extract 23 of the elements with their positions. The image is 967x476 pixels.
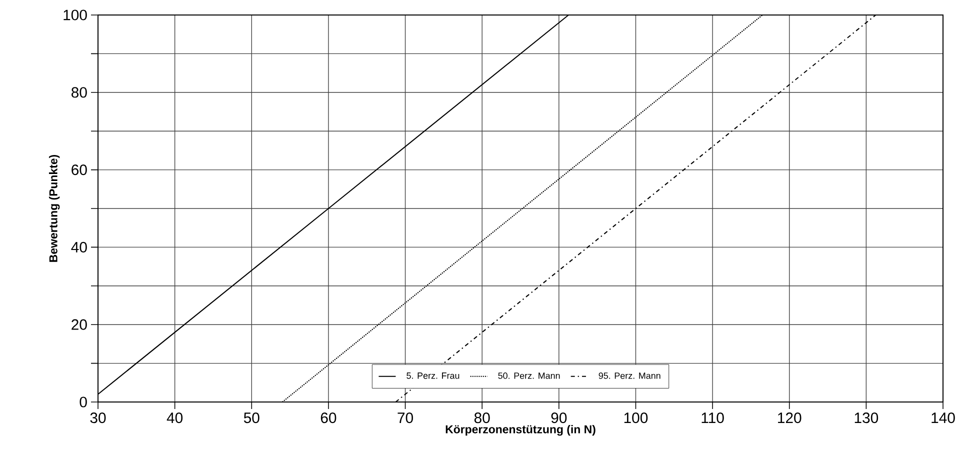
y-axis-title: Bewertung (Punkte) — [48, 154, 60, 262]
x-tick-label: 40 — [166, 412, 183, 424]
x-tick-label: 130 — [854, 412, 878, 424]
legend-label: 50. Perz. Mann — [498, 372, 560, 379]
x-tick-label: 30 — [90, 412, 106, 424]
legend-label: 95. Perz. Mann — [598, 372, 660, 379]
x-tick-label: 110 — [702, 412, 724, 424]
x-axis-title: Körperzonenstützung (in N) — [446, 424, 596, 436]
x-tick-label: 120 — [778, 412, 802, 424]
x-tick-label: 90 — [551, 412, 567, 424]
x-tick-label: 50 — [244, 412, 260, 424]
x-tick-label: 140 — [932, 412, 955, 424]
y-tick-label: 80 — [72, 87, 87, 98]
y-tick-label: 40 — [71, 242, 87, 252]
x-tick-label: 70 — [398, 412, 413, 424]
y-tick-label: 100 — [64, 10, 87, 20]
legend-label: 5. Perz. Frau — [406, 372, 460, 379]
x-tick-label: 100 — [624, 412, 648, 424]
y-tick-label: 0 — [80, 396, 87, 408]
y-tick-label: 20 — [72, 319, 87, 330]
y-tick-label: 60 — [72, 164, 87, 176]
x-tick-label: 80 — [474, 412, 490, 424]
x-tick-label: 60 — [320, 412, 336, 424]
